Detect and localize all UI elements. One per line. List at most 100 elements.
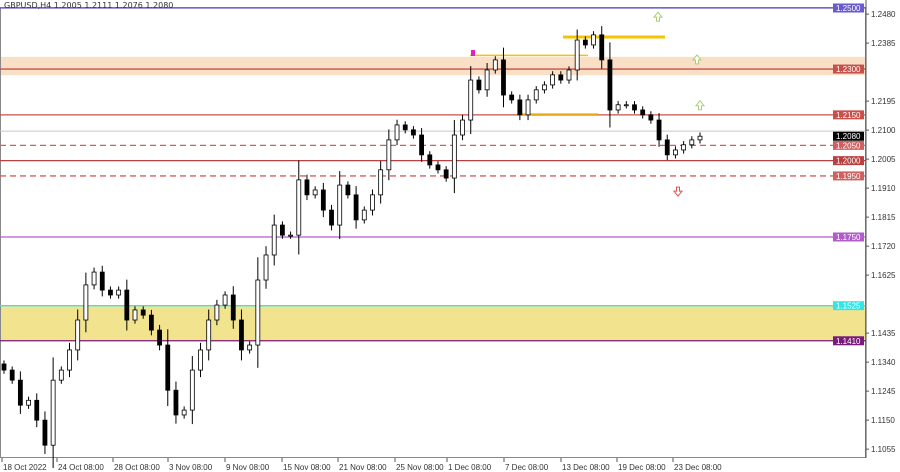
- level-price-label: 1.2000: [836, 157, 861, 166]
- level-label-bg: [833, 156, 864, 166]
- candle-body: [34, 399, 40, 421]
- candle: [501, 47, 506, 108]
- candle-body: [181, 409, 187, 416]
- candle: [673, 146, 678, 159]
- candle-body: [345, 184, 351, 196]
- arrow-up-icon: [652, 11, 664, 22]
- candle: [255, 257, 261, 368]
- candle: [288, 231, 293, 239]
- candle-body: [664, 139, 670, 156]
- x-tick-label: 7 Dec 08:00: [505, 463, 549, 472]
- candle: [623, 101, 629, 109]
- y-tick-label: 1.1815: [871, 213, 896, 222]
- candle-body: [402, 124, 408, 131]
- x-tick-label: 9 Nov 08:00: [226, 463, 270, 472]
- candle: [206, 309, 212, 361]
- level-price-label: 1.2150: [836, 111, 861, 120]
- level-label-bg: [833, 140, 864, 150]
- candle-body: [26, 399, 31, 406]
- candle-body: [370, 194, 375, 211]
- candle: [34, 393, 40, 428]
- candle-body: [148, 314, 154, 331]
- candle: [648, 111, 654, 124]
- candle: [460, 114, 465, 141]
- y-tick-label: 1.1055: [871, 445, 896, 454]
- level-price-label: 1.2300: [836, 65, 861, 74]
- candle: [108, 286, 113, 299]
- candle-body: [689, 139, 695, 146]
- level-price-label: 1.1410: [836, 337, 861, 346]
- candle-body: [337, 184, 343, 226]
- candle: [230, 286, 236, 329]
- candle-body: [525, 99, 531, 116]
- candle-body: [648, 114, 654, 121]
- candle: [451, 119, 457, 194]
- level-price-label: 1.1750: [836, 233, 861, 242]
- level-label-bg: [833, 171, 864, 181]
- y-tick-label: 1.2100: [871, 126, 896, 135]
- y-tick-label: 1.2385: [871, 39, 896, 48]
- candle-body: [255, 279, 261, 346]
- candle: [558, 71, 564, 84]
- candle: [320, 182, 326, 218]
- candle: [476, 76, 482, 94]
- candle: [26, 396, 31, 409]
- level-price-label: 1.1950: [836, 172, 861, 181]
- candle-body: [296, 179, 302, 236]
- level-label-bg: [833, 3, 864, 13]
- x-tick-label: 18 Oct 2022: [3, 463, 47, 472]
- candle-body: [361, 209, 367, 221]
- candle-body: [656, 119, 662, 141]
- candle-body: [67, 349, 72, 371]
- candle: [99, 265, 105, 297]
- x-tick-label: 13 Dec 08:00: [562, 463, 610, 472]
- candle: [345, 181, 351, 199]
- candle: [189, 356, 195, 425]
- candle: [550, 71, 556, 89]
- candle: [173, 381, 179, 424]
- candle-body: [697, 135, 703, 141]
- candle: [419, 128, 425, 162]
- candle: [181, 406, 187, 419]
- candle: [681, 141, 687, 154]
- y-tick-label: 1.2005: [871, 155, 896, 164]
- candle-body: [673, 149, 678, 156]
- level-label-bg: [833, 110, 864, 120]
- candle-body: [468, 79, 474, 121]
- candle-body: [492, 59, 498, 71]
- candle: [468, 66, 474, 135]
- candle-body: [165, 344, 171, 391]
- candle: [296, 160, 302, 255]
- candle-body: [206, 319, 212, 351]
- candle-body: [353, 194, 359, 221]
- level-label-bg: [833, 336, 864, 346]
- candle-body: [542, 84, 547, 91]
- candle: [132, 306, 138, 324]
- candle-body: [124, 289, 130, 321]
- candle-body: [17, 379, 23, 406]
- candle-body: [116, 289, 122, 296]
- candle: [370, 189, 375, 216]
- candle: [542, 81, 547, 94]
- high-marker: [471, 50, 475, 56]
- candle-body: [484, 69, 490, 91]
- candle-body: [222, 294, 228, 306]
- candle: [239, 309, 244, 361]
- candle: [140, 306, 146, 319]
- candle: [222, 291, 228, 309]
- candle-body: [42, 419, 48, 446]
- current-price-label: 1.2080: [836, 132, 861, 141]
- candle: [271, 214, 277, 266]
- candle-body: [427, 154, 433, 166]
- candle: [124, 279, 130, 331]
- y-tick-label: 1.1435: [871, 329, 896, 338]
- candle-body: [550, 74, 556, 86]
- candle-body: [239, 319, 244, 351]
- candle: [443, 166, 449, 182]
- candle: [582, 36, 588, 49]
- candle: [411, 126, 416, 139]
- candle: [214, 299, 220, 326]
- candle-body: [607, 59, 613, 111]
- arrow-up-icon: [694, 99, 706, 111]
